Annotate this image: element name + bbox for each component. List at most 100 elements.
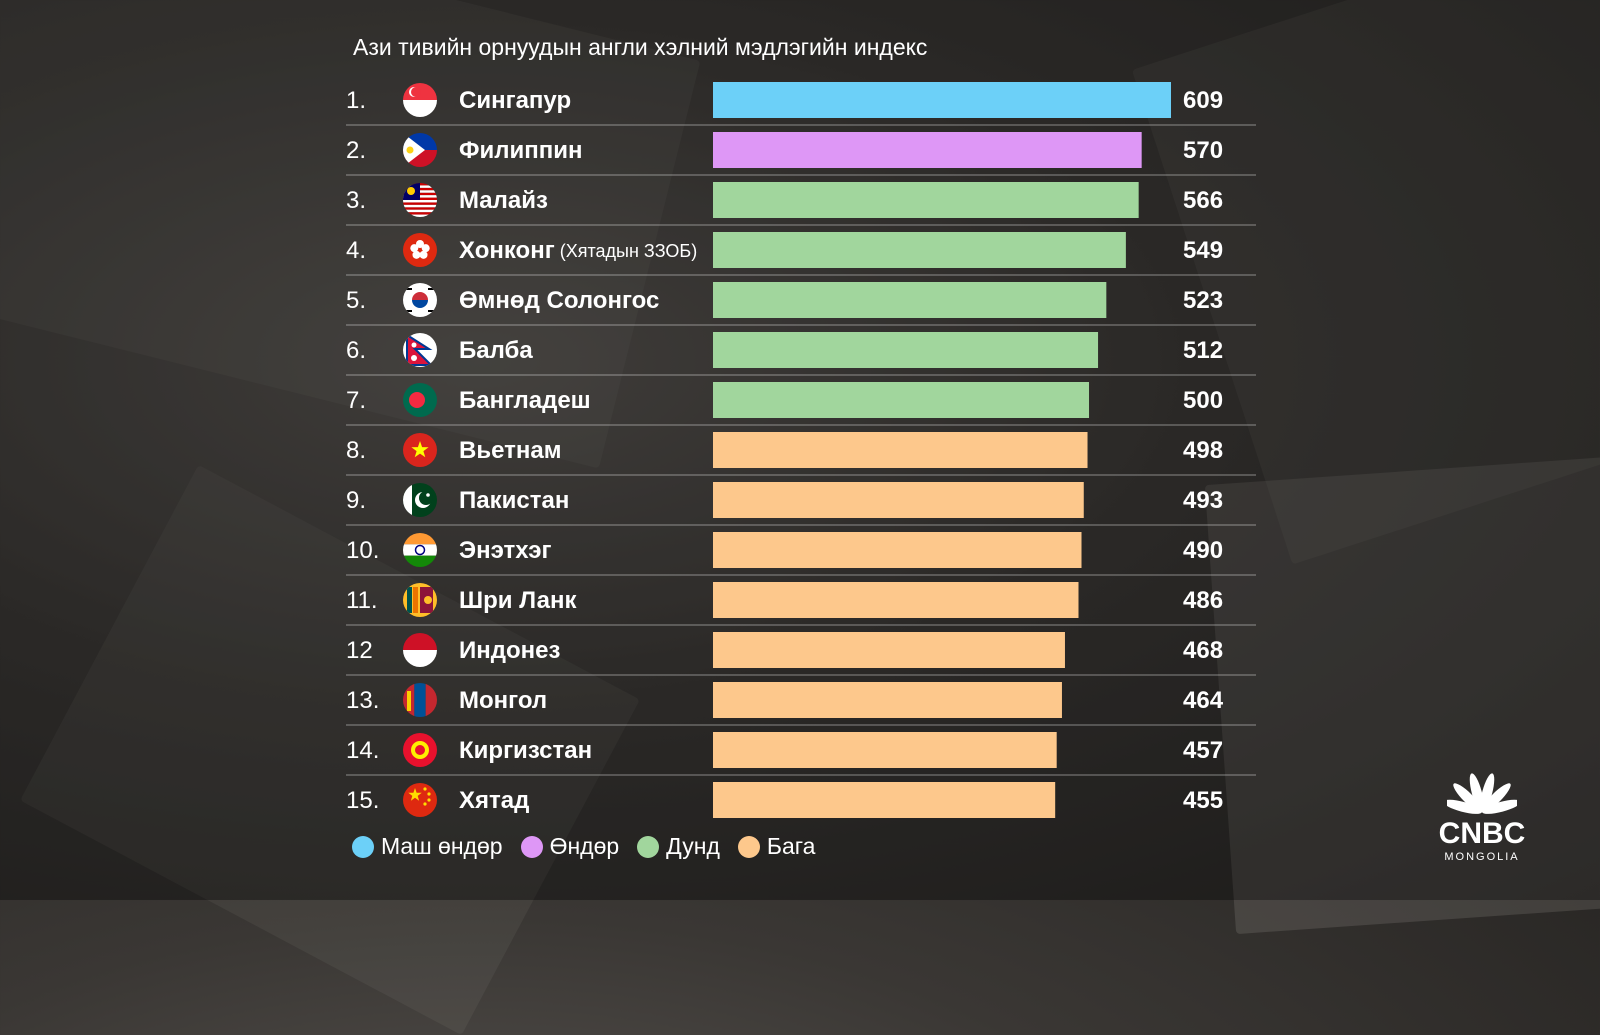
singapore-flag-icon: [403, 83, 437, 117]
legend-label-high: Өндөр: [549, 833, 620, 859]
flag-part: [403, 214, 437, 217]
flag-part: [403, 204, 437, 208]
chart-row: 7. Бангладеш 500: [346, 374, 1256, 418]
flag-part: [406, 146, 414, 154]
legend-item-high: Өндөр: [520, 833, 620, 860]
flag-part: [419, 250, 428, 259]
bar: [713, 232, 1126, 268]
country-name: Энэтхэг: [459, 537, 552, 564]
flag-part: [415, 745, 425, 755]
legend-swatch-high: [520, 835, 543, 858]
sri-lanka-flag-icon: [403, 583, 437, 617]
nepal-flag-icon: [403, 333, 437, 367]
flag-part: [403, 633, 437, 650]
flag-part: [403, 209, 437, 213]
legend-swatch-moderate: [637, 835, 660, 858]
country-note: (Хятадын ЗЗОБ): [560, 241, 698, 261]
flag-part: [407, 187, 415, 195]
bar: [713, 132, 1142, 168]
flag-part: [403, 783, 437, 817]
value-label: 512: [1183, 337, 1223, 364]
rank-label: 3.: [346, 187, 366, 214]
country-name: Хятад: [459, 787, 529, 814]
malaysia-flag-icon: [403, 183, 437, 217]
chart-row: 12 Индонез 468: [346, 624, 1256, 668]
logo-name: CNBC: [1438, 817, 1526, 850]
rank-label: 6.: [346, 337, 366, 364]
kyrgyzstan-flag-icon: [403, 733, 437, 767]
legend-label-low: Бага: [766, 833, 816, 859]
flag-part: [427, 798, 431, 802]
country-name: Филиппин: [459, 137, 582, 164]
chart-row: 3. Малайз 566: [346, 174, 1256, 218]
legend-label-moderate: Дунд: [666, 833, 720, 859]
bar: [713, 182, 1139, 218]
flag-part: [412, 250, 421, 259]
bar: [713, 782, 1056, 818]
value-label: 493: [1183, 487, 1223, 514]
flag-part: [411, 441, 429, 458]
rank-label: 9.: [346, 487, 366, 514]
flag-part: [413, 587, 418, 613]
flag-part: [403, 207, 437, 210]
rank-label: 15.: [346, 787, 379, 814]
flag-part: [403, 650, 437, 667]
peacock-logo-icon: [1443, 773, 1521, 814]
chart-title: Ази тивийн орнуудын англи хэлний мэдлэги…: [353, 34, 928, 60]
country-name: Киргизстан: [459, 737, 592, 764]
country-name: Индонез: [459, 637, 560, 664]
flag-part: [403, 483, 412, 517]
flag-part: [411, 355, 417, 361]
chart-row: 1. Сингапур 609: [346, 82, 1223, 118]
rank-label: 12: [346, 637, 373, 664]
chart-row: 11. Шри Ланк 486: [346, 574, 1256, 618]
flag-part: [408, 788, 422, 801]
country-name: Шри Ланк: [459, 587, 577, 614]
flag-part: [403, 100, 437, 117]
legend-item-very-high: Маш өндөр: [352, 833, 503, 860]
rank-label: 10.: [346, 537, 379, 564]
flag-part: [426, 493, 430, 497]
bar: [713, 682, 1062, 718]
bangladesh-flag-icon: [403, 383, 437, 417]
chart-row: 4. Хонконг (Хятадын ЗЗОБ) 549: [346, 224, 1256, 268]
indonesia-flag-icon: [403, 633, 437, 667]
value-label: 486: [1183, 587, 1223, 614]
flag-part: [409, 392, 425, 408]
chart-row: 14. Киргизстан 457: [346, 724, 1256, 768]
flag-part: [407, 691, 411, 711]
bar-chart: 1. Сингапур 609 2. Филиппин 570 3. Малайз 566 4. Х…: [346, 82, 1256, 818]
hong-kong-flag-icon: [403, 233, 437, 267]
logo-subtitle: MONGOLIA: [1444, 851, 1520, 863]
bar: [713, 332, 1099, 368]
legend-item-low: Бага: [737, 833, 816, 860]
bar: [713, 432, 1088, 468]
flag-part: [403, 212, 437, 215]
flag-part: [414, 544, 426, 556]
bar: [713, 282, 1107, 318]
chart-row: 6. Балба 512: [346, 324, 1256, 368]
cnbc-mongolia-logo: CNBC MONGOLIA: [1432, 770, 1532, 863]
bar: [713, 632, 1065, 668]
flag-part: [406, 310, 412, 312]
flag-part: [428, 288, 434, 290]
flag-part: [427, 792, 431, 796]
value-label: 566: [1183, 187, 1223, 214]
flag-part: [414, 683, 426, 717]
value-label: 523: [1183, 287, 1223, 314]
flag-part: [423, 787, 427, 791]
flag-part: [428, 310, 434, 312]
value-label: 468: [1183, 637, 1223, 664]
rank-label: 2.: [346, 137, 366, 164]
flag-part: [406, 288, 412, 290]
rank-label: 11.: [346, 587, 378, 614]
value-label: 457: [1183, 737, 1223, 764]
legend-swatch-low: [737, 835, 760, 858]
value-label: 500: [1183, 387, 1223, 414]
bar: [713, 732, 1057, 768]
south-korea-flag-icon: [403, 283, 437, 317]
flag-part: [411, 342, 417, 348]
flag-part: [411, 87, 421, 97]
country-name: Пакистан: [459, 487, 569, 514]
flag-part: [425, 683, 437, 717]
